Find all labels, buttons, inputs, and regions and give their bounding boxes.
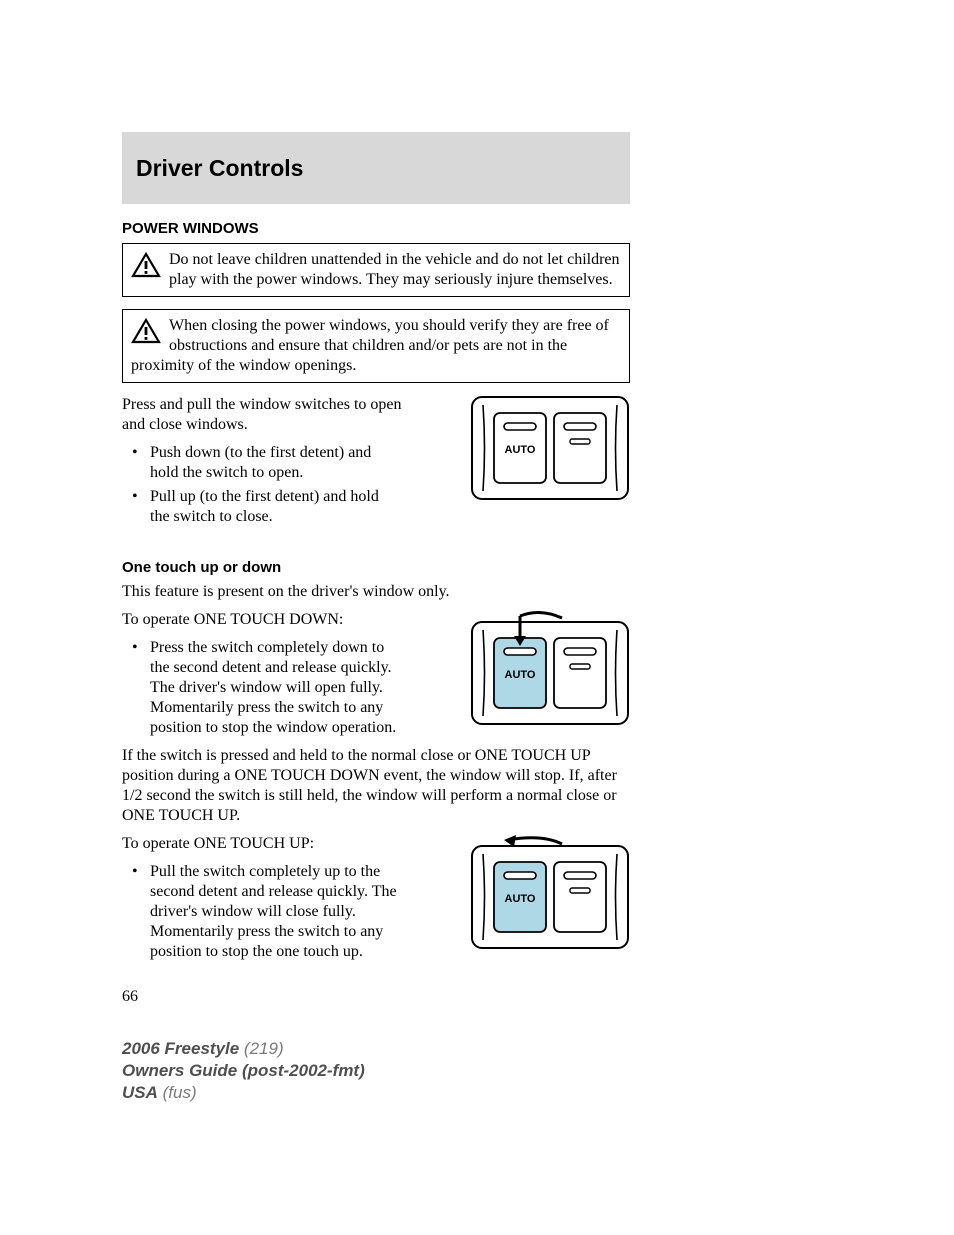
footer-block: 2006 Freestyle (219) Owners Guide (post-… [122,1038,365,1104]
figure-window-switch-down: AUTO [470,610,630,726]
warning-icon [131,252,161,278]
auto-label: AUTO [505,669,536,681]
footer-region-code: (fus) [158,1083,197,1102]
warning-box-2: When closing the power windows, you shou… [122,309,630,383]
row-onetouch-up: AUTO To operate ONE TOUCH UP: Pull the s… [122,834,630,970]
warning-box-1: Do not leave children unattended in the … [122,243,630,297]
footer-line-3: USA (fus) [122,1082,365,1104]
onetouch-mid-text: If the switch is pressed and held to the… [122,746,630,826]
footer-region: USA [122,1083,158,1102]
section-heading-power-windows: POWER WINDOWS [122,220,630,237]
intro-text: Press and pull the window switches to op… [122,395,402,435]
footer-model-code: (219) [239,1039,283,1058]
bullet-list-down: Press the switch completely down to the … [122,638,402,738]
list-item: Pull up (to the first detent) and hold t… [140,487,402,527]
subheading-onetouch: One touch up or down [122,559,630,576]
list-item: Press the switch completely down to the … [140,638,402,738]
bullet-list-basic: Push down (to the first detent) and hold… [122,443,402,527]
auto-label: AUTO [505,444,536,456]
list-item: Pull the switch completely up to the sec… [140,862,402,962]
list-item: Push down (to the first detent) and hold… [140,443,402,483]
warning-text-1: Do not leave children unattended in the … [169,251,620,288]
page-title: Driver Controls [136,155,303,182]
row-onetouch-down: AUTO To operate ONE TOUCH DOWN: Press th… [122,610,630,746]
footer-line-2: Owners Guide (post-2002-fmt) [122,1060,365,1082]
footer-model: 2006 Freestyle [122,1039,239,1058]
content-column: POWER WINDOWS Do not leave children unat… [122,220,630,1006]
warning-icon [131,318,161,344]
header-band: Driver Controls [122,132,630,204]
figure-window-switch-plain: AUTO [470,395,630,501]
page-number: 66 [122,988,630,1006]
warning-text-2: When closing the power windows, you shou… [131,317,609,374]
bullet-list-up: Pull the switch completely up to the sec… [122,862,402,962]
auto-label: AUTO [505,893,536,905]
footer-guide: Owners Guide (post-2002-fmt) [122,1061,365,1080]
onetouch-intro: This feature is present on the driver's … [122,582,630,602]
figure-window-switch-up: AUTO [470,834,630,950]
footer-line-1: 2006 Freestyle (219) [122,1038,365,1060]
row-basic-operation: AUTO Press and pull the window switches … [122,395,630,535]
